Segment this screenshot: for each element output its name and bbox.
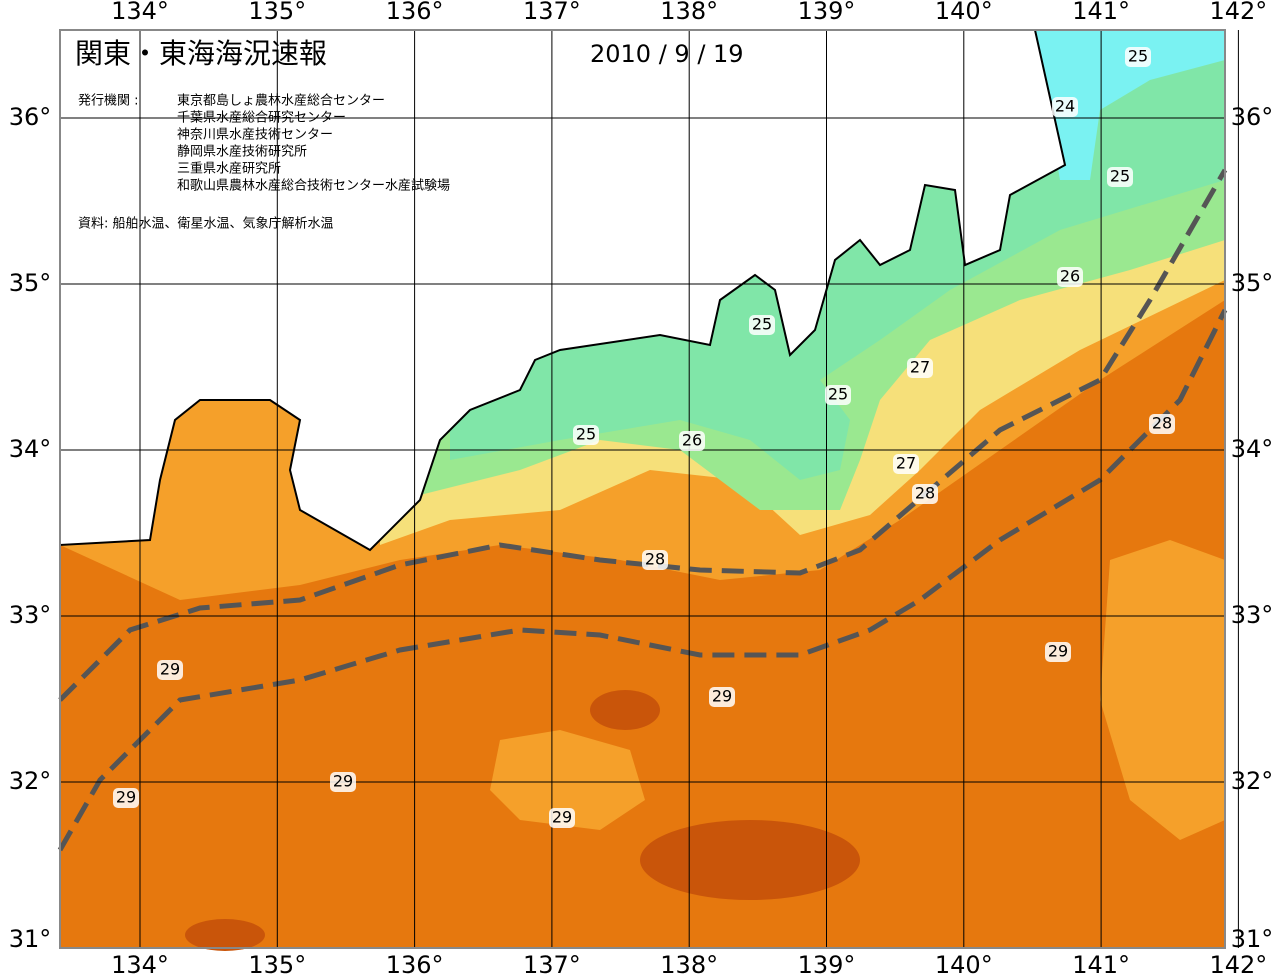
lat-label-right: 31° [1231, 925, 1274, 953]
land [59, 29, 1067, 552]
contour-label-bg [642, 550, 668, 570]
date: 2010 / 9 / 19 [590, 40, 744, 68]
contour-label: 29 [552, 808, 572, 827]
contour-label-bg [709, 687, 735, 707]
zone-24 [1035, 30, 1225, 180]
zone-28c [490, 730, 645, 830]
lat-label-right: 36° [1231, 103, 1274, 131]
contour-label: 29 [160, 660, 180, 679]
kuroshio-north-edge [58, 168, 1228, 702]
lon-label-bottom: 142° [1209, 951, 1267, 979]
lon-label-top: 141° [1072, 0, 1130, 25]
lat-label-left: 34° [9, 435, 52, 463]
lon-label-top: 136° [386, 0, 444, 25]
lat-label-right: 35° [1231, 269, 1274, 297]
lon-label-bottom: 141° [1072, 951, 1130, 979]
contour-labels: 25 24 25 26 25 27 25 25 26 27 28 28 28 29 29 29 29 29 29 [113, 47, 1175, 828]
contour-label: 25 [576, 425, 596, 444]
contour-label: 29 [116, 788, 136, 807]
issuer: 静岡県水産技術研究所 [177, 144, 307, 160]
lat-label-right: 33° [1231, 601, 1274, 629]
contour-label-bg [1052, 97, 1078, 117]
lon-label-bottom: 135° [248, 951, 306, 979]
lat-label-right: 34° [1231, 435, 1274, 463]
lon-label-bottom: 140° [935, 951, 993, 979]
map-frame [59, 29, 1226, 949]
lon-label-top: 142° [1209, 0, 1267, 25]
contour-label: 27 [896, 454, 916, 473]
issuer: 三重県水産研究所 [177, 161, 281, 177]
zone-30 [185, 919, 265, 951]
issuer-label: 発行機関 : [78, 94, 139, 109]
contour-label: 28 [645, 550, 665, 569]
title: 関東・東海海況速報 [75, 37, 327, 70]
lon-label-top: 139° [798, 0, 856, 25]
lat-label-right: 32° [1231, 767, 1274, 795]
contour-label-bg [573, 425, 599, 445]
contour-label-bg [549, 808, 575, 828]
lon-label-bottom: 138° [660, 951, 718, 979]
lon-label-top: 134° [111, 0, 169, 25]
lon-label-top: 138° [660, 0, 718, 25]
contour-label: 29 [333, 772, 353, 791]
contour-label-bg [679, 431, 705, 451]
zone-30 [640, 820, 860, 900]
contour-label: 25 [1128, 47, 1148, 66]
contour-label-bg [749, 315, 775, 335]
contour-label-bg [1057, 267, 1083, 287]
contour-label: 28 [1152, 414, 1172, 433]
contour-label-bg [907, 358, 933, 378]
lat-label-left: 33° [9, 601, 52, 629]
contour-label-bg [113, 788, 139, 808]
contour-label-bg [330, 772, 356, 792]
contour-label: 25 [828, 385, 848, 404]
contour-label-bg [157, 660, 183, 680]
issuer-list: 東京都島しょ農林水産総合センター千葉県水産総合研究センター神奈川県水産技術センタ… [177, 93, 450, 194]
lat-label-left: 32° [9, 767, 52, 795]
contour-label-bg [912, 484, 938, 504]
issuer: 東京都島しょ農林水産総合センター [177, 93, 385, 109]
lon-label-top: 140° [935, 0, 993, 25]
contour-label: 26 [1060, 267, 1080, 286]
contour-label: 28 [915, 484, 935, 503]
lon-label-top: 137° [523, 0, 581, 25]
kuroshio-paths [57, 168, 1228, 852]
contour-label-bg [1125, 47, 1151, 67]
lat-label-left: 31° [9, 925, 52, 953]
lon-label-top: 135° [248, 0, 306, 25]
contour-label: 25 [752, 315, 772, 334]
lat-label-left: 36° [9, 103, 52, 131]
tick-labels: 134° 134° 135° 135° 136° 136° 137° 137° 138° 138°… [9, 0, 1274, 979]
header: 関東・東海海況速報 2010 / 9 / 19 発行機関 : 東京都島しょ農林水… [75, 37, 744, 232]
contour-label-bg [825, 385, 851, 405]
contour-label-bg [1149, 414, 1175, 434]
issuer: 千葉県水産総合研究センター [177, 110, 346, 126]
issuer: 和歌山県農林水産総合技術センター水産試験場 [177, 178, 450, 194]
contour-label: 29 [1048, 642, 1068, 661]
contour-label: 25 [1110, 167, 1130, 186]
source: 資料: 船舶水温、衛星水温、気象庁解析水温 [78, 216, 334, 232]
lon-label-bottom: 139° [798, 951, 856, 979]
contour-label: 29 [712, 687, 732, 706]
contour-label-bg [1107, 167, 1133, 187]
graticule [60, 30, 1239, 949]
kuroshio-south-edge [57, 308, 1228, 852]
contour-label: 24 [1055, 97, 1075, 116]
issuer: 神奈川県水産技術センター [177, 127, 333, 143]
contour-label: 26 [682, 431, 702, 450]
lat-label-left: 35° [9, 269, 52, 297]
lon-label-bottom: 136° [386, 951, 444, 979]
lon-label-bottom: 137° [523, 951, 581, 979]
contour-label: 27 [910, 358, 930, 377]
lon-label-bottom: 134° [111, 951, 169, 979]
zone-28b [1100, 540, 1225, 840]
contour-label-bg [1045, 642, 1071, 662]
zone-30 [590, 690, 660, 730]
contour-label-bg [893, 454, 919, 474]
